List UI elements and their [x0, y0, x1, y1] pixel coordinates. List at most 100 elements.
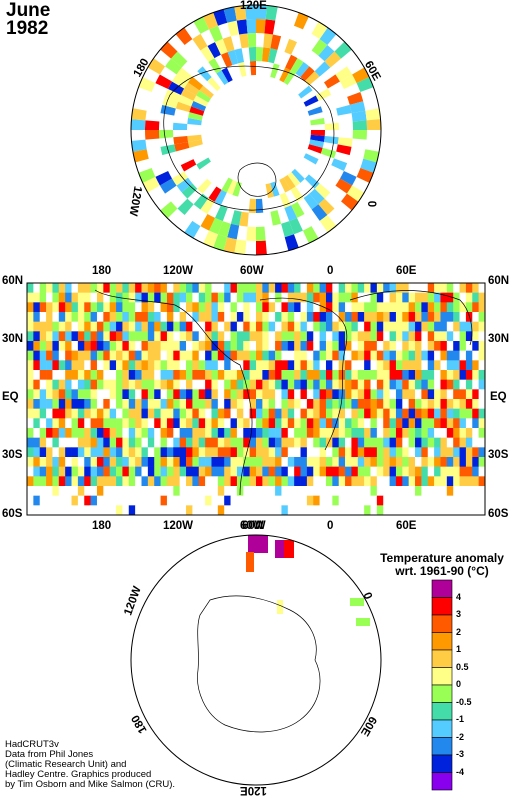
polar-cell	[131, 139, 147, 152]
grid-cell	[96, 457, 104, 467]
grid-cell	[306, 350, 314, 361]
grid-cell	[415, 379, 422, 390]
lat-label-30s-left: 30S	[2, 449, 23, 461]
grid-cell	[243, 466, 250, 477]
grid-cell	[173, 495, 180, 506]
grid-cell	[77, 312, 85, 322]
grid-cell	[179, 486, 187, 496]
grid-cell	[415, 476, 422, 487]
polar-cell	[352, 130, 367, 140]
grid-cell	[357, 408, 365, 419]
polar-cell	[323, 136, 339, 145]
grid-cell	[122, 428, 130, 438]
grid-cell	[84, 457, 91, 467]
grid-cell	[338, 360, 346, 371]
polar-cell	[246, 226, 256, 241]
grid-cell	[179, 466, 187, 477]
grid-cell	[154, 283, 161, 293]
grid-cell	[313, 360, 320, 371]
legend-swatch	[431, 754, 453, 773]
grid-cell	[205, 389, 212, 400]
grid-cell	[154, 418, 161, 429]
polar-cell	[174, 141, 190, 152]
credit-line: HadCRUT3v	[5, 739, 59, 750]
grid-cell	[160, 350, 168, 361]
polar-cell	[318, 198, 335, 216]
grid-cell	[249, 360, 257, 371]
grid-cell	[52, 457, 60, 467]
grid-cell	[230, 341, 238, 351]
grid-cell	[147, 486, 155, 496]
grid-cell	[395, 505, 403, 516]
polar-cell	[336, 144, 352, 156]
grid-cell	[421, 312, 429, 322]
grid-cell	[186, 476, 193, 487]
grid-cell	[224, 437, 231, 448]
grid-cell	[370, 457, 378, 467]
grid-cell	[103, 476, 110, 487]
grid-cell	[135, 408, 142, 419]
lat-label-60s-right: 60S	[488, 508, 509, 520]
grid-cell	[427, 350, 435, 361]
grid-cell	[364, 428, 371, 438]
polar-cell	[173, 136, 189, 145]
grid-cell	[46, 389, 53, 400]
grid-cell	[345, 292, 352, 303]
grid-cell	[332, 505, 339, 516]
grid-cell	[376, 379, 384, 390]
grid-cell	[300, 437, 308, 448]
grid-cell	[472, 331, 479, 342]
grid-cell	[71, 341, 79, 351]
grid-cell	[103, 408, 110, 419]
grid-cell	[147, 389, 155, 400]
grid-cell	[122, 379, 130, 390]
grid-cell	[154, 408, 161, 419]
grid-cell	[230, 428, 238, 438]
grid-cell	[478, 379, 486, 390]
grid-cell	[224, 399, 231, 409]
grid-cell	[90, 505, 98, 516]
grid-cell	[275, 283, 282, 293]
grid-cell	[128, 312, 136, 322]
grid-cell	[446, 399, 454, 409]
grid-cell	[46, 428, 53, 438]
grid-cell	[389, 457, 397, 467]
grid-cell	[313, 437, 320, 448]
grid-cell	[440, 341, 448, 351]
grid-cell	[313, 379, 320, 390]
grid-cell	[116, 341, 123, 351]
grid-cell	[173, 476, 180, 487]
grid-cell	[446, 408, 454, 419]
grid-cell	[33, 505, 41, 516]
grid-cell	[357, 428, 365, 438]
grid-cell	[389, 312, 397, 322]
grid-cell	[27, 312, 34, 322]
grid-cell	[243, 418, 250, 429]
lat-label-30s-right: 30S	[488, 449, 509, 461]
grid-cell	[281, 418, 289, 429]
grid-cell	[325, 457, 333, 467]
grid-cell	[332, 457, 339, 467]
grid-cell	[58, 302, 66, 313]
grid-cell	[84, 331, 91, 342]
grid-cell	[217, 292, 225, 303]
polar-cell	[319, 215, 337, 233]
grid-cell	[459, 302, 467, 313]
grid-cell	[166, 379, 174, 390]
polar-cell	[209, 217, 223, 235]
grid-cell	[459, 495, 467, 506]
grid-cell	[52, 379, 60, 390]
grid-cell	[122, 437, 130, 448]
grid-cell	[306, 457, 314, 467]
grid-cell	[395, 292, 403, 303]
grid-cell	[281, 321, 289, 332]
grid-cell	[230, 312, 238, 322]
grid-cell	[294, 379, 301, 390]
grid-cell	[262, 505, 270, 516]
grid-cell	[71, 292, 79, 303]
grid-cell	[230, 437, 238, 448]
polar-cell	[310, 118, 325, 126]
grid-cell	[262, 302, 270, 313]
grid-cell	[96, 331, 104, 342]
grid-cell	[383, 341, 390, 351]
